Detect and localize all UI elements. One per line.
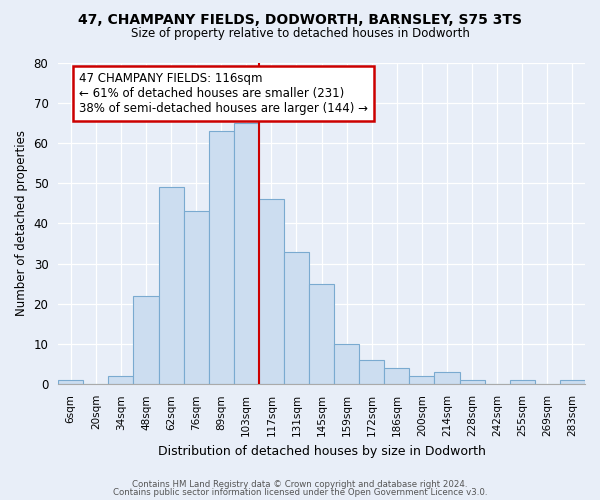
Bar	[460, 380, 485, 384]
Bar	[184, 212, 209, 384]
Bar	[384, 368, 409, 384]
Bar	[259, 200, 284, 384]
Text: 47, CHAMPANY FIELDS, DODWORTH, BARNSLEY, S75 3TS: 47, CHAMPANY FIELDS, DODWORTH, BARNSLEY,…	[78, 12, 522, 26]
Text: 47 CHAMPANY FIELDS: 116sqm
← 61% of detached houses are smaller (231)
38% of sem: 47 CHAMPANY FIELDS: 116sqm ← 61% of deta…	[79, 72, 368, 115]
X-axis label: Distribution of detached houses by size in Dodworth: Distribution of detached houses by size …	[158, 444, 485, 458]
Bar	[284, 252, 309, 384]
Bar	[158, 187, 184, 384]
Bar	[133, 296, 158, 384]
Text: Contains HM Land Registry data © Crown copyright and database right 2024.: Contains HM Land Registry data © Crown c…	[132, 480, 468, 489]
Bar	[58, 380, 83, 384]
Bar	[209, 131, 234, 384]
Bar	[560, 380, 585, 384]
Text: Size of property relative to detached houses in Dodworth: Size of property relative to detached ho…	[131, 28, 469, 40]
Bar	[309, 284, 334, 384]
Bar	[234, 123, 259, 384]
Bar	[434, 372, 460, 384]
Y-axis label: Number of detached properties: Number of detached properties	[15, 130, 28, 316]
Bar	[409, 376, 434, 384]
Text: Contains public sector information licensed under the Open Government Licence v3: Contains public sector information licen…	[113, 488, 487, 497]
Bar	[334, 344, 359, 385]
Bar	[109, 376, 133, 384]
Bar	[359, 360, 384, 384]
Bar	[510, 380, 535, 384]
